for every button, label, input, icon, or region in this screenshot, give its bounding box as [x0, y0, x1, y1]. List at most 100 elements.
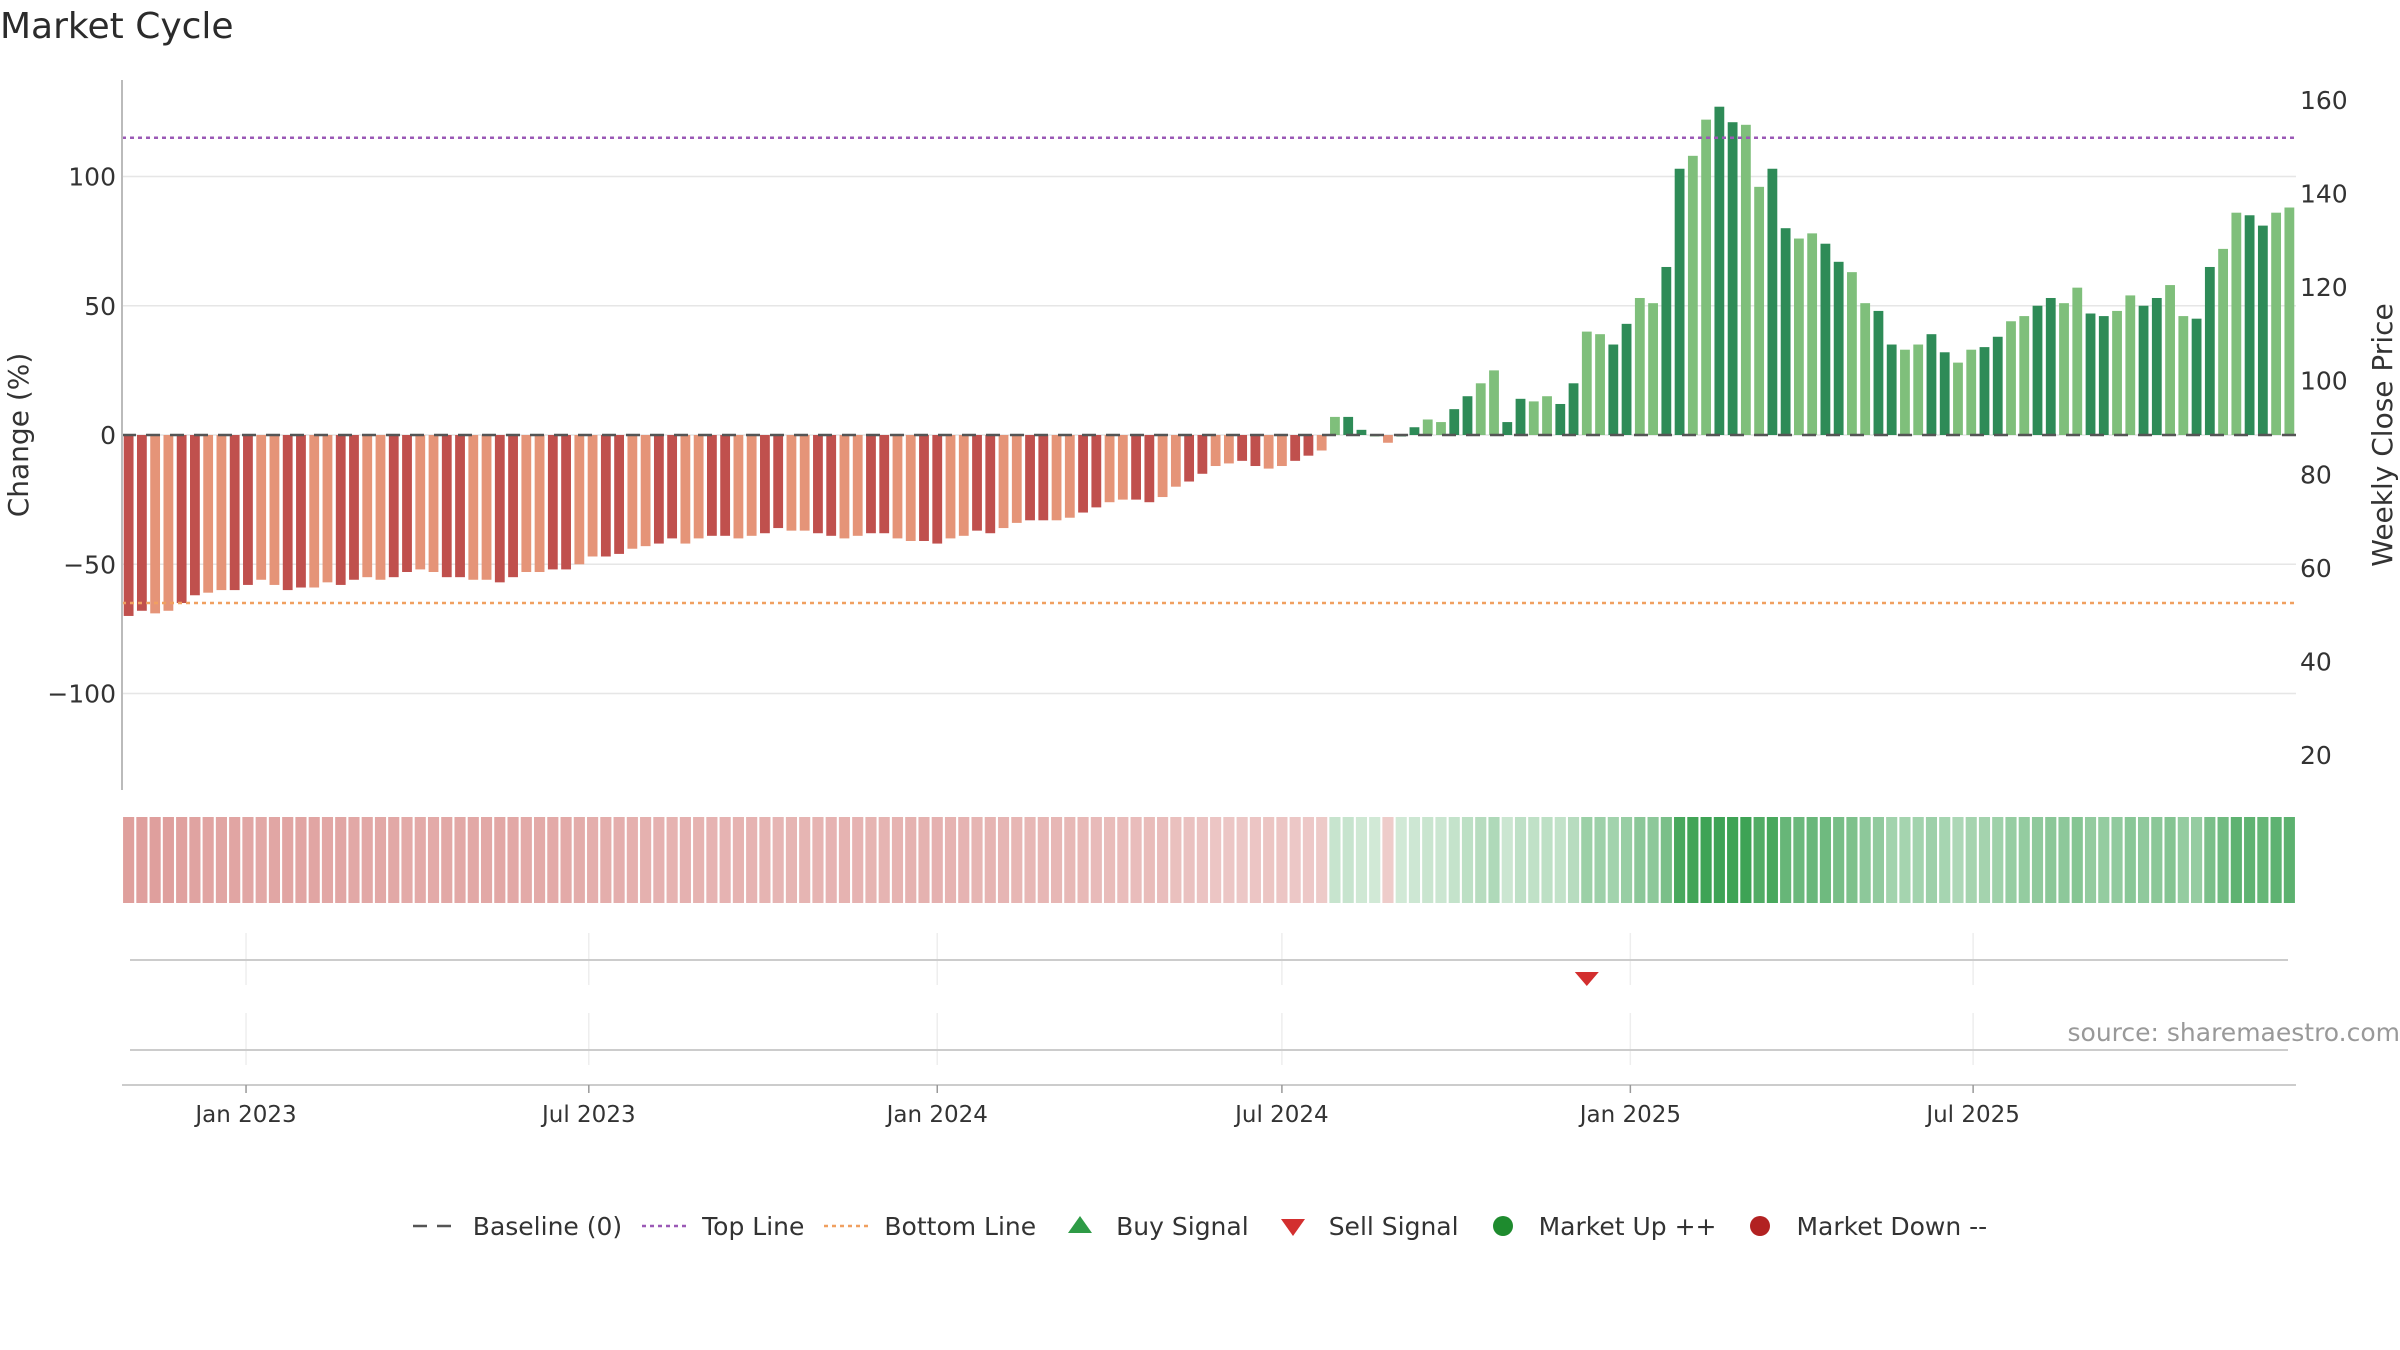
change-bar: [627, 435, 638, 549]
y-right-tick-label: 20: [2300, 741, 2332, 770]
change-bar: [441, 435, 452, 578]
change-bar: [190, 435, 200, 596]
legend-bottom-line: Bottom Line: [824, 1211, 1036, 1241]
heat-cell: [1157, 817, 1169, 903]
change-bar: [1197, 435, 1208, 474]
heat-cell: [1501, 817, 1513, 903]
heat-cell: [547, 817, 559, 903]
heat-cell: [1011, 817, 1023, 903]
circle-green-icon: [1492, 1216, 1513, 1236]
heat-cell: [1488, 817, 1500, 903]
heat-cell: [2257, 817, 2269, 903]
change-bar: [1263, 435, 1274, 469]
heat-cell: [1806, 817, 1818, 903]
heat-cell: [1793, 817, 1805, 903]
change-bar: [614, 435, 625, 554]
change-bar: [2284, 207, 2295, 435]
change-bar: [2204, 266, 2215, 435]
heat-cell: [467, 817, 479, 903]
heat-cell: [1448, 817, 1460, 903]
change-bar: [2085, 313, 2096, 435]
heat-cell: [812, 817, 824, 903]
legend-label: Market Down --: [1796, 1211, 1988, 1241]
heat-cell: [944, 817, 957, 903]
change-bar: [2125, 295, 2136, 435]
heat-cell: [215, 817, 227, 903]
heat-cell: [282, 817, 294, 903]
change-bar: [2231, 212, 2242, 435]
triangle-down-icon: [1280, 1219, 1305, 1236]
heat-cell: [2137, 817, 2150, 903]
heat-cell: [189, 817, 201, 903]
triangle-up-icon: [1068, 1216, 1093, 1233]
change-bars: [123, 106, 2295, 616]
heat-cell: [2058, 817, 2070, 903]
change-bar: [1966, 349, 1977, 435]
legend-label: Sell Signal: [1328, 1211, 1459, 1241]
change-bar: [1356, 429, 1367, 435]
heat-cell: [454, 817, 466, 903]
change-bar: [2244, 215, 2255, 435]
heat-cell: [1647, 817, 1659, 903]
change-bar: [282, 435, 293, 591]
change-bar: [2138, 305, 2149, 435]
change-bar: [1528, 401, 1539, 435]
change-bar: [2019, 316, 2030, 435]
change-bar: [985, 435, 996, 534]
change-bar: [468, 435, 479, 580]
heat-cell: [1435, 817, 1447, 903]
x-axis: Jan 2023 Jul 2023 Jan 2024 Jul 2024 Jan 2025…: [122, 1084, 2296, 1128]
heat-cell: [123, 817, 135, 903]
change-bar: [2059, 303, 2069, 435]
heat-cell: [427, 817, 440, 903]
heat-cell: [1687, 817, 1699, 903]
heat-cell: [2045, 817, 2057, 903]
change-bar: [2151, 297, 2162, 435]
heat-cell: [626, 817, 638, 903]
heat-cell: [149, 817, 161, 903]
change-bar: [1091, 435, 1102, 508]
change-bar: [1303, 435, 1314, 456]
change-bar: [1714, 106, 1725, 435]
x-tick-label: Jul 2025: [1924, 1102, 2020, 1128]
heat-cell: [2018, 817, 2030, 903]
change-bar: [813, 435, 823, 534]
heat-cell: [176, 817, 188, 903]
change-bar: [1542, 396, 1552, 435]
change-bar: [561, 435, 571, 570]
heat-cell: [891, 817, 904, 903]
change-bar: [123, 435, 134, 616]
change-bar: [1330, 416, 1340, 435]
change-bar: [1661, 266, 1672, 435]
heat-cell: [1833, 817, 1845, 903]
change-bar: [1674, 168, 1685, 435]
change-bar: [229, 435, 240, 591]
heat-cell: [1302, 817, 1314, 903]
legend-label: Buy Signal: [1116, 1211, 1249, 1241]
heat-cell: [136, 817, 148, 903]
heat-cell: [1369, 817, 1381, 903]
change-bar: [1131, 435, 1141, 500]
heat-cell: [560, 817, 572, 903]
y-tick-label: 100: [68, 163, 116, 192]
change-bar: [1873, 310, 1884, 435]
change-bar: [2257, 225, 2268, 435]
heat-cell: [507, 817, 519, 903]
change-bar: [203, 435, 214, 593]
change-bar: [1383, 435, 1393, 443]
y-right-tick-label: 60: [2300, 554, 2332, 583]
heat-cell: [852, 817, 864, 903]
change-bar: [826, 435, 837, 536]
change-bar: [680, 435, 691, 544]
change-bar: [1277, 435, 1287, 467]
heat-cell: [905, 817, 917, 903]
heat-cell: [1899, 817, 1911, 903]
heat-cell: [361, 817, 373, 903]
heat-cell: [759, 817, 771, 903]
change-bar: [1250, 435, 1261, 467]
change-bar: [653, 435, 664, 544]
change-bar: [1926, 334, 1937, 435]
change-bar: [375, 435, 386, 580]
heat-cell: [2164, 817, 2176, 903]
change-bar: [256, 435, 267, 580]
